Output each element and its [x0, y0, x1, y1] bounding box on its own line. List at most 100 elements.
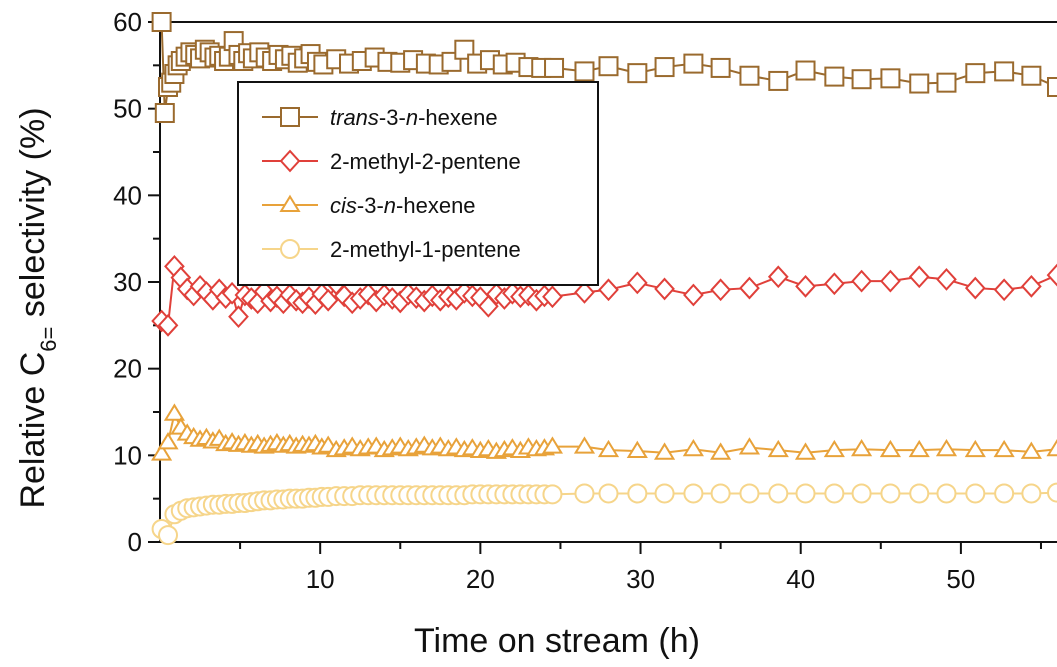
- data-point-square: [851, 69, 872, 90]
- series-triangle: [151, 403, 1057, 461]
- legend-entry: 2-methyl-1-pentene: [262, 237, 521, 262]
- data-point-square: [710, 57, 731, 78]
- data-point-triangle: [993, 439, 1015, 458]
- x-axis-title: Time on stream (h): [414, 622, 700, 660]
- data-point-diamond: [542, 285, 563, 309]
- data-point-square: [909, 73, 930, 94]
- legend-label: trans-3-n-hexene: [330, 105, 498, 130]
- data-point-circle: [909, 483, 930, 504]
- data-point-diamond: [880, 269, 901, 293]
- data-point-triangle: [1046, 438, 1057, 457]
- data-point-square: [824, 66, 845, 87]
- data-point-circle: [542, 484, 563, 505]
- data-point-triangle: [710, 442, 732, 460]
- data-point-triangle: [823, 439, 845, 458]
- data-point-circle: [1047, 482, 1057, 503]
- data-point-circle: [739, 483, 760, 504]
- data-point-square: [1021, 65, 1042, 86]
- data-point-square: [739, 65, 760, 86]
- y-axis-title-sub: 6=: [36, 327, 61, 352]
- data-point-square: [544, 57, 565, 78]
- data-point-square: [936, 72, 957, 93]
- data-point-diamond: [598, 278, 619, 302]
- data-point-triangle: [653, 442, 676, 460]
- x-tick-label: 40: [786, 564, 815, 594]
- legend-marker-circle: [280, 239, 300, 259]
- series-layer: [151, 12, 1057, 546]
- data-point-diamond: [795, 274, 816, 298]
- data-point-square: [683, 53, 704, 74]
- data-point-diamond: [574, 281, 595, 304]
- legend: trans-3-n-hexene 2-methyl-2-pentene cis-3-…: [237, 81, 599, 286]
- data-point-diamond: [993, 278, 1015, 302]
- data-point-square: [627, 63, 648, 84]
- data-point-diamond: [964, 276, 986, 300]
- y-axis-title-main: Relative C: [14, 352, 52, 509]
- data-point-circle: [994, 483, 1015, 504]
- legend-label: 2-methyl-1-pentene: [330, 237, 521, 262]
- data-point-circle: [574, 483, 595, 504]
- data-point-triangle: [1020, 441, 1042, 459]
- data-point-diamond: [824, 272, 845, 296]
- data-point-circle: [654, 483, 675, 504]
- data-point-triangle: [738, 437, 761, 455]
- legend-marker-triangle: [279, 194, 301, 212]
- legend-entry: trans-3-n-hexene: [262, 105, 498, 130]
- data-point-triangle: [157, 432, 179, 450]
- data-point-square: [768, 70, 789, 91]
- data-point-diamond: [767, 265, 789, 289]
- data-point-circle: [851, 483, 872, 504]
- legend-entry: 2-methyl-2-pentene: [262, 149, 521, 174]
- series-circle: [151, 482, 1057, 546]
- data-point-diamond: [908, 265, 930, 289]
- data-point-diamond: [654, 277, 675, 301]
- data-point-square: [1047, 77, 1057, 97]
- y-tick-label: 20: [113, 354, 142, 384]
- data-point-diamond: [683, 283, 704, 307]
- data-point-square: [965, 63, 986, 84]
- data-point-circle: [158, 525, 179, 546]
- data-point-triangle: [935, 438, 958, 457]
- data-point-diamond: [1046, 263, 1057, 287]
- y-tick-label: 0: [128, 527, 142, 557]
- x-tick-label: 30: [626, 564, 655, 594]
- data-point-circle: [627, 483, 648, 504]
- y-axis-title: Relative C6= selectivity (%): [14, 107, 61, 508]
- data-point-square: [795, 60, 816, 81]
- data-point-triangle: [597, 439, 620, 458]
- data-point-square: [880, 68, 901, 89]
- data-point-circle: [768, 483, 789, 504]
- data-point-triangle: [964, 439, 986, 458]
- data-point-square: [574, 61, 595, 82]
- data-point-triangle: [908, 439, 930, 458]
- data-point-circle: [824, 483, 845, 504]
- x-tick-label: 50: [946, 564, 975, 594]
- data-point-circle: [880, 483, 901, 504]
- y-tick-label: 40: [113, 180, 142, 210]
- data-point-circle: [965, 483, 986, 504]
- data-point-triangle: [879, 439, 901, 458]
- data-point-triangle: [794, 442, 817, 460]
- axes: 0 10 20 30 40 50 60 10 20 30 40 50: [113, 7, 1057, 594]
- data-point-triangle: [626, 440, 648, 458]
- data-point-diamond: [739, 276, 760, 300]
- legend-marker-square: [280, 107, 300, 127]
- data-point-triangle: [850, 438, 873, 457]
- data-point-square: [654, 57, 675, 78]
- y-tick-label: 50: [113, 94, 142, 124]
- data-point-diamond: [1021, 274, 1042, 298]
- data-point-diamond: [710, 278, 731, 302]
- data-point-circle: [710, 483, 731, 504]
- data-point-triangle: [682, 438, 704, 457]
- data-point-diamond: [157, 313, 179, 337]
- legend-label: 2-methyl-2-pentene: [330, 149, 521, 174]
- data-point-diamond: [221, 281, 243, 305]
- x-tick-label: 10: [306, 564, 335, 594]
- data-point-diamond: [936, 268, 957, 291]
- y-axis-title-rest: selectivity (%): [14, 107, 52, 326]
- legend-marker-diamond: [279, 149, 301, 173]
- data-point-square: [598, 56, 619, 77]
- data-point-circle: [683, 483, 704, 504]
- y-tick-label: 60: [113, 7, 142, 37]
